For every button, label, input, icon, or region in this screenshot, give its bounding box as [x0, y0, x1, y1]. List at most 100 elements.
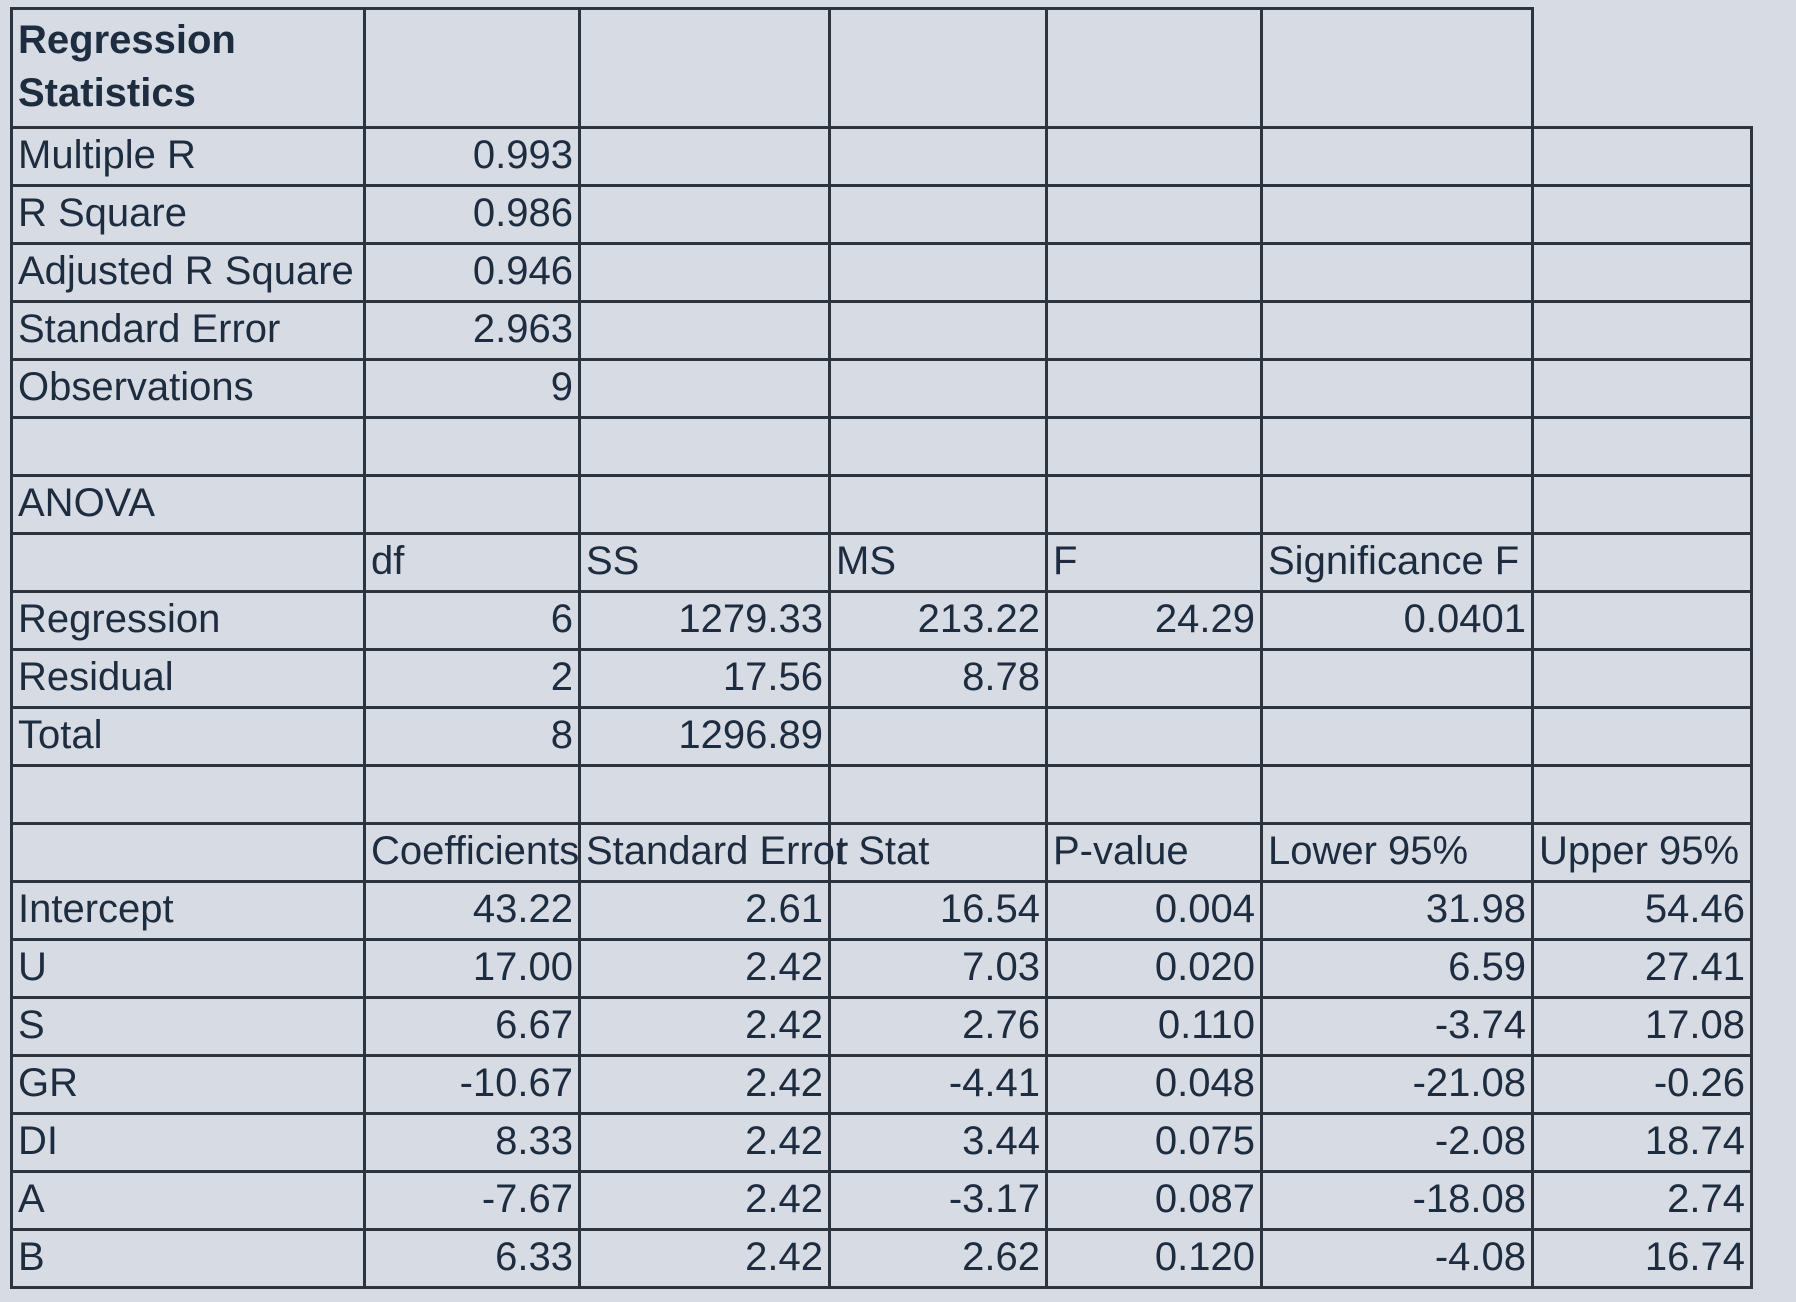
empty-cell[interactable] [10, 415, 366, 477]
empty-cell[interactable] [363, 7, 581, 129]
s-coefficient-cell[interactable]: 6.67 [363, 995, 581, 1057]
u-standard-error-cell[interactable]: 2.42 [578, 937, 831, 999]
anova-regression-ss-cell[interactable]: 1279.33 [578, 589, 831, 651]
anova-total-label-cell[interactable]: Total [10, 705, 366, 767]
empty-cell[interactable] [10, 531, 366, 593]
intercept-p-value-cell[interactable]: 0.004 [1045, 879, 1263, 941]
empty-cell[interactable] [10, 763, 366, 825]
anova-residual-label-cell[interactable]: Residual [10, 647, 366, 709]
s-standard-error-cell[interactable]: 2.42 [578, 995, 831, 1057]
a-t-stat-cell[interactable]: -3.17 [828, 1169, 1048, 1231]
empty-cell[interactable] [578, 183, 831, 245]
empty-cell[interactable] [578, 415, 831, 477]
p-value-header-cell[interactable]: P-value [1045, 821, 1263, 883]
empty-cell[interactable] [1531, 299, 1753, 361]
empty-cell[interactable] [10, 821, 366, 883]
a-coefficient-cell[interactable]: -7.67 [363, 1169, 581, 1231]
empty-cell[interactable] [578, 763, 831, 825]
empty-cell[interactable] [1260, 7, 1534, 129]
anova-total-df-cell[interactable]: 8 [363, 705, 581, 767]
upper-95-header-cell[interactable]: Upper 95% [1531, 821, 1753, 883]
s-t-stat-cell[interactable]: 2.76 [828, 995, 1048, 1057]
anova-df-header-cell[interactable]: df [363, 531, 581, 593]
empty-cell[interactable] [1531, 357, 1753, 419]
anova-title-cell[interactable]: ANOVA [10, 473, 366, 535]
empty-cell[interactable] [828, 241, 1048, 303]
empty-cell[interactable] [1045, 763, 1263, 825]
empty-cell[interactable] [1531, 589, 1753, 651]
u-label-cell[interactable]: U [10, 937, 366, 999]
empty-cell[interactable] [578, 7, 831, 129]
empty-cell[interactable] [578, 473, 831, 535]
empty-cell[interactable] [1531, 183, 1753, 245]
empty-cell[interactable] [1045, 415, 1263, 477]
empty-cell[interactable] [578, 125, 831, 187]
adjusted-r-square-label-cell[interactable]: Adjusted R Square [10, 241, 366, 303]
multiple-r-value-cell[interactable]: 0.993 [363, 125, 581, 187]
gr-label-cell[interactable]: GR [10, 1053, 366, 1115]
gr-standard-error-cell[interactable]: 2.42 [578, 1053, 831, 1115]
anova-regression-label-cell[interactable]: Regression [10, 589, 366, 651]
empty-cell[interactable] [1531, 241, 1753, 303]
intercept-lower-95-cell[interactable]: 31.98 [1260, 879, 1534, 941]
a-label-cell[interactable]: A [10, 1169, 366, 1231]
empty-cell[interactable] [1531, 531, 1753, 593]
empty-cell[interactable] [1260, 299, 1534, 361]
u-lower-95-cell[interactable]: 6.59 [1260, 937, 1534, 999]
empty-cell[interactable] [1045, 125, 1263, 187]
b-upper-95-cell[interactable]: 16.74 [1531, 1227, 1753, 1289]
empty-cell[interactable] [1045, 473, 1263, 535]
empty-cell[interactable] [1531, 473, 1753, 535]
empty-cell[interactable] [578, 357, 831, 419]
empty-cell[interactable] [828, 763, 1048, 825]
empty-cell[interactable] [1045, 183, 1263, 245]
t-stat-header-cell[interactable]: t Stat [828, 821, 1048, 883]
empty-cell[interactable] [578, 241, 831, 303]
empty-cell[interactable] [1260, 183, 1534, 245]
di-coefficient-cell[interactable]: 8.33 [363, 1111, 581, 1173]
gr-lower-95-cell[interactable]: -21.08 [1260, 1053, 1534, 1115]
s-lower-95-cell[interactable]: -3.74 [1260, 995, 1534, 1057]
anova-residual-ms-cell[interactable]: 8.78 [828, 647, 1048, 709]
a-standard-error-cell[interactable]: 2.42 [578, 1169, 831, 1231]
empty-cell[interactable] [363, 763, 581, 825]
intercept-label-cell[interactable]: Intercept [10, 879, 366, 941]
anova-regression-ms-cell[interactable]: 213.22 [828, 589, 1048, 651]
a-lower-95-cell[interactable]: -18.08 [1260, 1169, 1534, 1231]
empty-cell[interactable] [828, 415, 1048, 477]
gr-p-value-cell[interactable]: 0.048 [1045, 1053, 1263, 1115]
anova-total-significance-f-cell[interactable] [1260, 705, 1534, 767]
intercept-coefficient-cell[interactable]: 43.22 [363, 879, 581, 941]
intercept-standard-error-cell[interactable]: 2.61 [578, 879, 831, 941]
standard-error-value-cell[interactable]: 2.963 [363, 299, 581, 361]
anova-regression-significance-f-cell[interactable]: 0.0401 [1260, 589, 1534, 651]
adjusted-r-square-value-cell[interactable]: 0.946 [363, 241, 581, 303]
anova-residual-ss-cell[interactable]: 17.56 [578, 647, 831, 709]
b-lower-95-cell[interactable]: -4.08 [1260, 1227, 1534, 1289]
empty-cell[interactable] [828, 299, 1048, 361]
b-p-value-cell[interactable]: 0.120 [1045, 1227, 1263, 1289]
empty-cell[interactable] [1260, 415, 1534, 477]
a-p-value-cell[interactable]: 0.087 [1045, 1169, 1263, 1231]
r-square-value-cell[interactable]: 0.986 [363, 183, 581, 245]
empty-cell[interactable] [1531, 415, 1753, 477]
s-label-cell[interactable]: S [10, 995, 366, 1057]
empty-cell[interactable] [828, 473, 1048, 535]
empty-cell[interactable] [828, 7, 1048, 129]
intercept-t-stat-cell[interactable]: 16.54 [828, 879, 1048, 941]
standard-error-header-cell[interactable]: Standard Error [578, 821, 848, 883]
s-p-value-cell[interactable]: 0.110 [1045, 995, 1263, 1057]
anova-significance-f-header-cell[interactable]: Significance F [1260, 531, 1534, 593]
empty-cell[interactable] [1260, 357, 1534, 419]
observations-value-cell[interactable]: 9 [363, 357, 581, 419]
di-t-stat-cell[interactable]: 3.44 [828, 1111, 1048, 1173]
empty-cell[interactable] [1531, 705, 1753, 767]
gr-upper-95-cell[interactable]: -0.26 [1531, 1053, 1753, 1115]
gr-t-stat-cell[interactable]: -4.41 [828, 1053, 1048, 1115]
multiple-r-label-cell[interactable]: Multiple R [10, 125, 366, 187]
observations-label-cell[interactable]: Observations [10, 357, 366, 419]
anova-residual-df-cell[interactable]: 2 [363, 647, 581, 709]
anova-ss-header-cell[interactable]: SS [578, 531, 831, 593]
empty-cell[interactable] [1260, 763, 1534, 825]
u-t-stat-cell[interactable]: 7.03 [828, 937, 1048, 999]
